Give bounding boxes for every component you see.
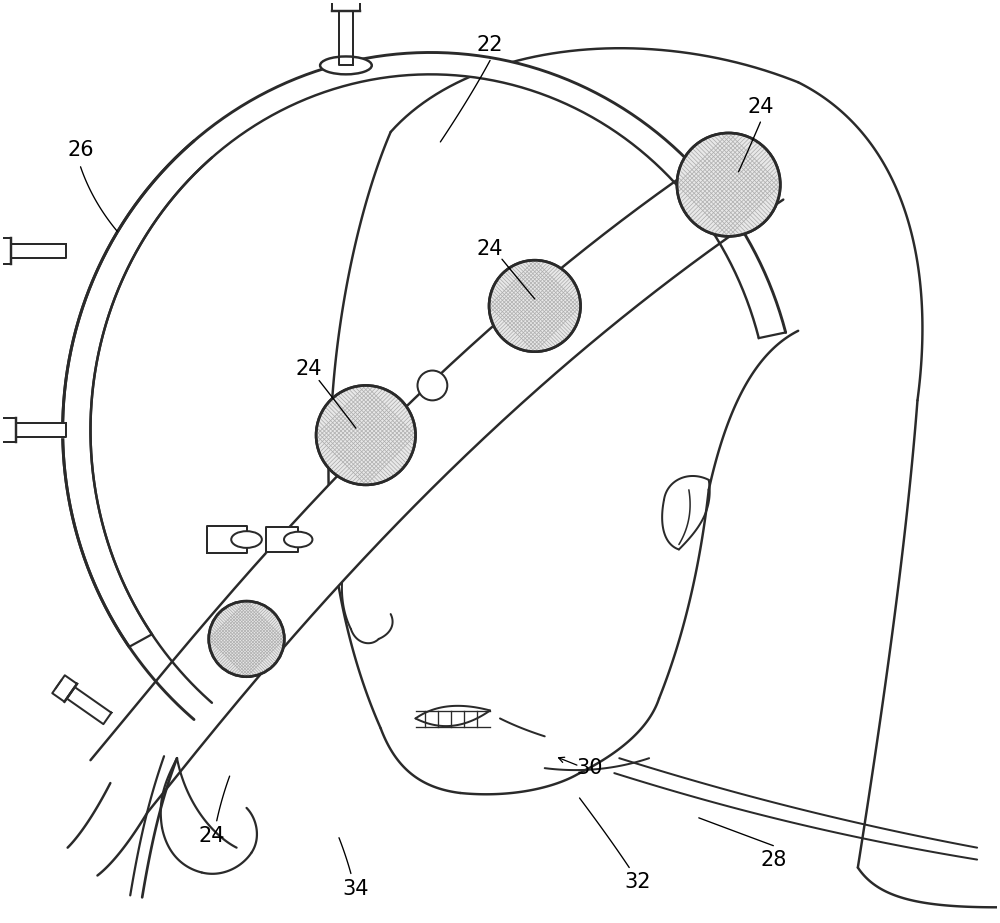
Polygon shape [339,11,353,66]
Polygon shape [52,676,77,701]
Polygon shape [16,424,66,438]
Polygon shape [266,527,298,553]
Text: 24: 24 [747,97,774,117]
Text: 32: 32 [624,872,650,893]
Circle shape [417,370,447,401]
Polygon shape [207,525,247,554]
Circle shape [489,260,581,352]
Circle shape [209,601,284,677]
Ellipse shape [284,532,312,547]
Circle shape [677,133,780,236]
Text: 28: 28 [760,849,787,869]
Polygon shape [0,238,11,264]
Text: 34: 34 [343,880,369,899]
Polygon shape [11,245,66,258]
Text: 22: 22 [477,34,503,54]
Polygon shape [63,141,212,720]
Text: 24: 24 [198,826,225,845]
Text: 26: 26 [67,140,94,160]
Polygon shape [67,687,111,725]
Polygon shape [1,418,16,442]
Ellipse shape [231,531,262,548]
Circle shape [316,386,416,485]
Text: 24: 24 [296,358,322,378]
Text: 24: 24 [477,239,503,259]
Polygon shape [63,53,786,647]
Polygon shape [90,146,783,813]
Ellipse shape [320,56,372,75]
Polygon shape [130,756,177,897]
Polygon shape [332,0,360,11]
Text: 30: 30 [576,758,603,778]
